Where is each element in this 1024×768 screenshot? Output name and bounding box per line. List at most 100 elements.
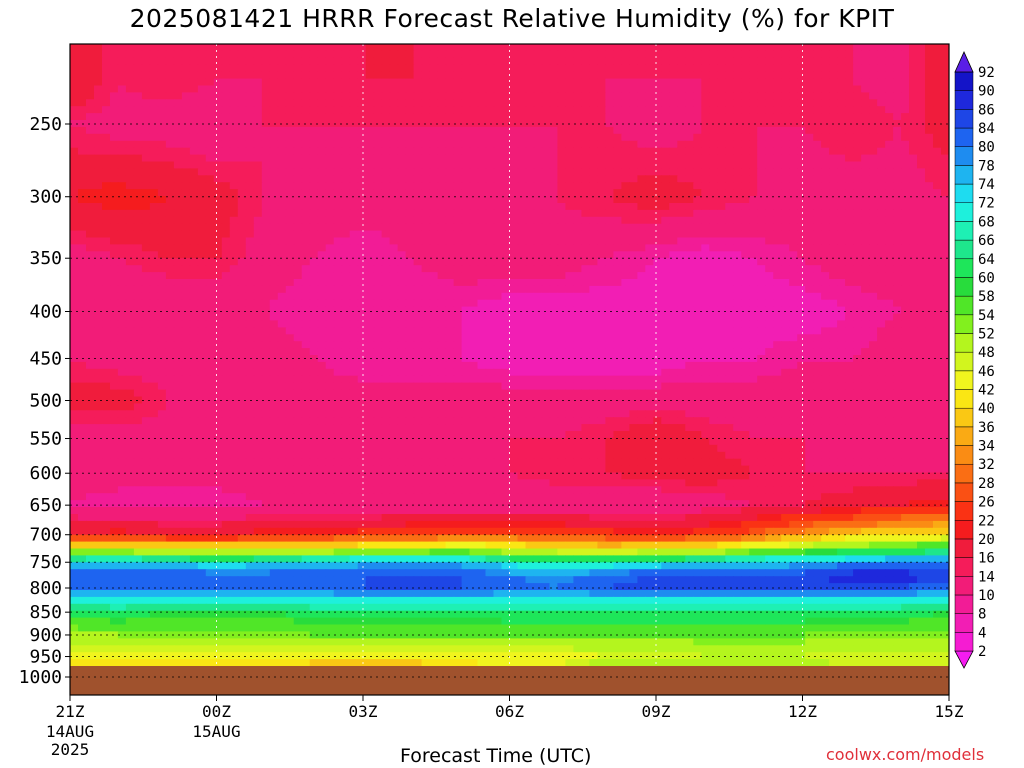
- rh-cell: [805, 182, 814, 190]
- rh-cell: [573, 223, 582, 232]
- rh-cell: [333, 85, 343, 93]
- rh-cell: [685, 272, 694, 280]
- rh-cell: [389, 99, 399, 107]
- rh-cell: [157, 161, 167, 169]
- rh-cell: [749, 230, 758, 239]
- rh-cell: [229, 244, 239, 252]
- rh-cell: [909, 348, 918, 356]
- rh-cell: [773, 106, 782, 114]
- rh-cell: [749, 327, 758, 335]
- rh-cell: [701, 168, 710, 176]
- rh-cell: [173, 113, 183, 121]
- rh-cell: [853, 334, 862, 342]
- rh-cell: [357, 196, 367, 204]
- rh-cell: [773, 292, 782, 301]
- rh-cell: [557, 306, 566, 315]
- rh-cell: [877, 230, 886, 239]
- rh-cell: [797, 99, 806, 107]
- rh-cell: [845, 182, 854, 190]
- rh-cell: [613, 203, 622, 211]
- rh-cell: [293, 334, 303, 342]
- rh-cell: [813, 44, 822, 52]
- rh-cell: [405, 265, 415, 273]
- rh-cell: [765, 78, 774, 87]
- rh-cell: [469, 106, 479, 114]
- rh-cell: [365, 196, 375, 204]
- rh-cell: [733, 133, 742, 142]
- rh-cell: [541, 78, 551, 87]
- rh-cell: [909, 57, 918, 66]
- rh-cell: [165, 57, 175, 66]
- rh-cell: [461, 182, 471, 190]
- rh-cell: [277, 313, 287, 321]
- rh-cell: [557, 320, 566, 328]
- rh-cell: [189, 92, 199, 100]
- rh-cell: [349, 57, 359, 66]
- rh-cell: [757, 244, 766, 252]
- rh-cell: [461, 341, 471, 349]
- rh-cell: [637, 154, 646, 163]
- rh-cell: [757, 168, 766, 176]
- rh-cell: [421, 106, 431, 114]
- rh-cell: [941, 292, 949, 301]
- rh-cell: [941, 272, 949, 280]
- rh-cell: [373, 113, 383, 121]
- rh-cell: [933, 306, 942, 315]
- rh-cell: [581, 230, 590, 239]
- rh-cell: [389, 313, 399, 321]
- rh-cell: [317, 182, 327, 190]
- rh-cell: [613, 85, 622, 93]
- rh-cell: [349, 140, 359, 149]
- rh-cell: [389, 230, 399, 239]
- rh-cell: [869, 244, 878, 252]
- rh-cell: [333, 154, 343, 163]
- rh-cell: [157, 175, 167, 183]
- rh-cell: [261, 161, 271, 169]
- rh-cell: [733, 175, 742, 183]
- rh-cell: [565, 50, 574, 59]
- rh-cell: [501, 272, 511, 280]
- rh-cell: [581, 113, 590, 121]
- rh-cell: [533, 64, 543, 73]
- rh-cell: [133, 140, 143, 149]
- rh-cell: [941, 182, 949, 190]
- rh-cell: [861, 272, 870, 280]
- rh-cell: [845, 203, 854, 211]
- rh-cell: [205, 133, 215, 142]
- rh-cell: [325, 71, 335, 80]
- rh-cell: [117, 85, 127, 93]
- rh-cell: [869, 299, 878, 308]
- rh-cell: [565, 341, 574, 349]
- rh-cell: [821, 99, 830, 107]
- rh-cell: [685, 78, 694, 87]
- rh-cell: [725, 44, 734, 52]
- rh-cell: [733, 106, 742, 114]
- rh-cell: [509, 251, 519, 259]
- rh-cell: [829, 44, 838, 52]
- rh-cell: [757, 154, 766, 163]
- rh-cell: [757, 71, 766, 80]
- rh-cell: [181, 175, 191, 183]
- rh-cell: [381, 313, 391, 321]
- rh-cell: [325, 258, 335, 266]
- rh-cell: [389, 154, 399, 163]
- rh-cell: [685, 71, 694, 80]
- rh-cell: [653, 209, 662, 218]
- rh-cell: [157, 334, 167, 342]
- rh-cell: [86, 265, 95, 273]
- rh-cell: [829, 244, 838, 252]
- rh-cell: [102, 126, 111, 135]
- rh-cell: [181, 320, 191, 328]
- rh-cell: [549, 133, 559, 142]
- rh-cell: [917, 203, 926, 211]
- rh-cell: [645, 175, 654, 183]
- rh-cell: [685, 44, 694, 52]
- rh-cell: [453, 57, 463, 66]
- rh-cell: [149, 78, 159, 87]
- rh-cell: [893, 237, 902, 245]
- rh-cell: [221, 161, 231, 169]
- rh-cell: [453, 299, 463, 308]
- rh-cell: [877, 85, 886, 93]
- rh-cell: [397, 78, 407, 87]
- rh-cell: [117, 272, 127, 280]
